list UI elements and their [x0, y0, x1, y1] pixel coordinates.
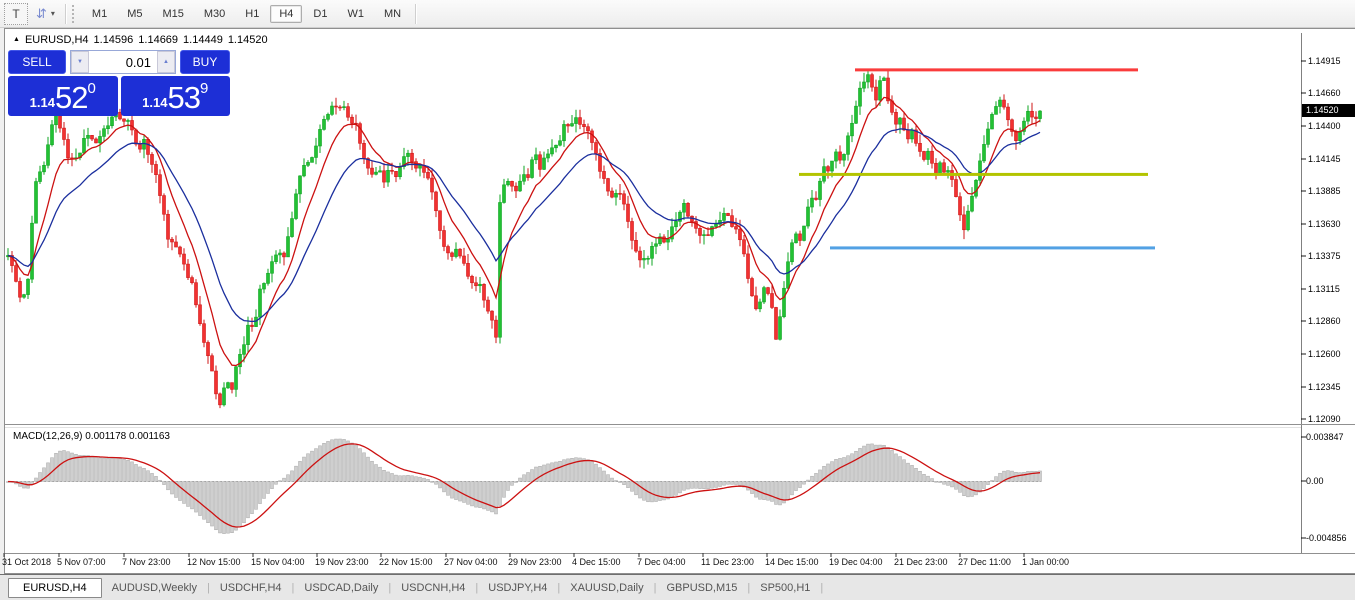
timeframe-buttons: M1 M5 M15 M30 H1 H4 D1 W1 MN	[82, 4, 411, 23]
price-axis-label: 1.12345	[1308, 382, 1341, 392]
time-axis-label: 31 Oct 2018	[2, 557, 52, 567]
timeframe-button-w1[interactable]: W1	[347, 7, 364, 20]
chart-tab-bar: EURUSD,H4 AUDUSD,Weekly | USDCHF,H4 | USDCAD,…	[0, 574, 1355, 600]
chart-symbol: EURUSD,H4	[24, 34, 89, 46]
chart-tab-sp500[interactable]: SP500,H1	[760, 581, 811, 594]
tab-separator: |	[820, 581, 824, 594]
macd-scale-label: -0.004856	[1306, 533, 1347, 543]
timeframe-button-mn[interactable]: MN	[383, 7, 402, 20]
chart-title: ▲ EURUSD,H4 1.14596 1.14669 1.14449 1.14…	[13, 34, 268, 46]
price-axis-label: 1.12860	[1308, 316, 1341, 326]
time-axis-label: 21 Dec 23:00	[894, 557, 948, 567]
buy-button[interactable]: BUY	[180, 50, 230, 74]
buy-price-button[interactable]: 1.14 53 9	[120, 76, 230, 116]
ohlc-low: 1.14449	[183, 34, 223, 46]
arrange-arrows-icon[interactable]: ⇵	[36, 5, 47, 21]
time-axis-label: 27 Dec 11:00	[958, 557, 1011, 567]
macd-scale-label: 0.003847	[1306, 432, 1344, 442]
timeframe-button-m30[interactable]: M30	[203, 7, 226, 20]
time-axis-label: 14 Dec 15:00	[765, 557, 819, 567]
tool-dropdown-icon[interactable]: ▾	[50, 9, 55, 18]
ohlc-high: 1.14669	[138, 34, 179, 46]
chart-tab-gbpusd[interactable]: GBPUSD,M15	[666, 581, 738, 594]
one-click-trading-panel: SELL ▼ 0.01 ▲ BUY 1.14 52 0 1.14 53 9	[8, 50, 230, 116]
chart-tab-audusd[interactable]: AUDUSD,Weekly	[111, 581, 197, 594]
buy-price-big: 53	[167, 80, 200, 115]
price-axis-label: 1.12090	[1308, 414, 1341, 424]
ohlc-open: 1.14596	[93, 34, 134, 46]
volume-up-button[interactable]: ▲	[157, 51, 175, 73]
timeframe-button-m15[interactable]: M15	[162, 7, 184, 20]
text-tool-button[interactable]: T	[4, 2, 28, 25]
chart-tab-usdcad[interactable]: USDCAD,Daily	[304, 581, 379, 594]
price-axis-label: 1.14145	[1308, 154, 1341, 164]
timeframe-button-h1[interactable]: H1	[245, 7, 260, 20]
time-axis-label: 1 Jan 00:00	[1022, 557, 1070, 567]
toolbar-separator	[415, 3, 418, 24]
time-axis-label: 5 Nov 07:00	[57, 557, 106, 567]
buy-price-sup: 9	[199, 80, 209, 97]
timeframe-button-m1[interactable]: M1	[91, 7, 108, 20]
price-axis-label: 1.13630	[1308, 219, 1341, 229]
price-axis-label: 1.12600	[1308, 349, 1341, 359]
time-axis[interactable]: 31 Oct 2018 5 Nov 07:00 7 Nov 23:00 12 Nov …	[0, 555, 1300, 573]
chart-tab-usdchf[interactable]: USDCHF,H4	[219, 581, 282, 594]
time-axis-label: 7 Nov 23:00	[122, 557, 171, 567]
price-axis-label: 1.14400	[1308, 121, 1341, 131]
ohlc-close: 1.14520	[227, 34, 268, 46]
macd-indicator-label: MACD(12,26,9) 0.001178 0.001163	[13, 431, 170, 442]
timeframe-button-m5[interactable]: M5	[127, 7, 143, 20]
current-price-tag: 1.14520	[1302, 104, 1355, 117]
time-axis-label: 19 Nov 23:00	[315, 557, 369, 567]
time-axis-label: 11 Dec 23:00	[701, 557, 754, 567]
macd-scale-label: 0.00	[1306, 476, 1324, 486]
sell-price-small: 1.14	[29, 95, 55, 110]
time-axis-label: 4 Dec 15:00	[572, 557, 621, 567]
sell-price-button[interactable]: 1.14 52 0	[8, 76, 118, 116]
chart-tab-usdcnh[interactable]: USDCNH,H4	[401, 581, 466, 594]
toolbar-separator	[64, 3, 67, 24]
tab-separator: |	[291, 581, 295, 594]
tab-separator: |	[747, 581, 751, 594]
toolbar-grip[interactable]	[71, 4, 77, 23]
price-axis-label: 1.13375	[1308, 251, 1341, 261]
price-axis-label: 1.14915	[1308, 56, 1341, 66]
sell-price-sup: 0	[87, 80, 96, 97]
chart-tab-eurusd[interactable]: EURUSD,H4	[8, 577, 102, 598]
sell-price-big: 52	[54, 80, 88, 115]
tab-separator: |	[475, 581, 479, 594]
tab-separator: |	[206, 581, 210, 594]
time-axis-label: 15 Nov 04:00	[251, 557, 305, 567]
volume-value[interactable]: 0.01	[125, 54, 151, 70]
time-axis-label: 19 Dec 04:00	[829, 557, 883, 567]
tab-separator: |	[653, 581, 657, 594]
chart-tab-xauusd[interactable]: XAUUSD,Daily	[570, 581, 644, 594]
time-axis-label: 12 Nov 15:00	[187, 557, 241, 567]
timeframe-button-d1[interactable]: D1	[313, 7, 328, 20]
time-axis-label: 22 Nov 15:00	[379, 557, 433, 567]
collapse-arrow-icon[interactable]: ▲	[13, 35, 20, 43]
top-toolbar: T ⇵ ▾ M1 M5 M15 M30 H1 H4 D1 W1 MN	[0, 0, 1355, 28]
time-axis-label: 27 Nov 04:00	[444, 557, 498, 567]
tab-separator: |	[557, 581, 561, 594]
time-axis-label: 7 Dec 04:00	[637, 557, 686, 567]
buy-price-small: 1.14	[142, 95, 168, 110]
volume-spinner: ▼ 0.01 ▲	[70, 50, 176, 74]
sell-button[interactable]: SELL	[8, 50, 66, 74]
volume-down-button[interactable]: ▼	[71, 51, 89, 73]
price-axis-label: 1.13115	[1308, 284, 1340, 294]
price-axis-label: 1.13885	[1308, 186, 1341, 196]
tab-separator: |	[388, 581, 392, 594]
price-axis-label: 1.14660	[1308, 88, 1341, 98]
timeframe-button-h4[interactable]: H4	[270, 4, 303, 23]
time-axis-label: 29 Nov 23:00	[508, 557, 562, 567]
chart-tab-usdjpy[interactable]: USDJPY,H4	[488, 581, 548, 594]
